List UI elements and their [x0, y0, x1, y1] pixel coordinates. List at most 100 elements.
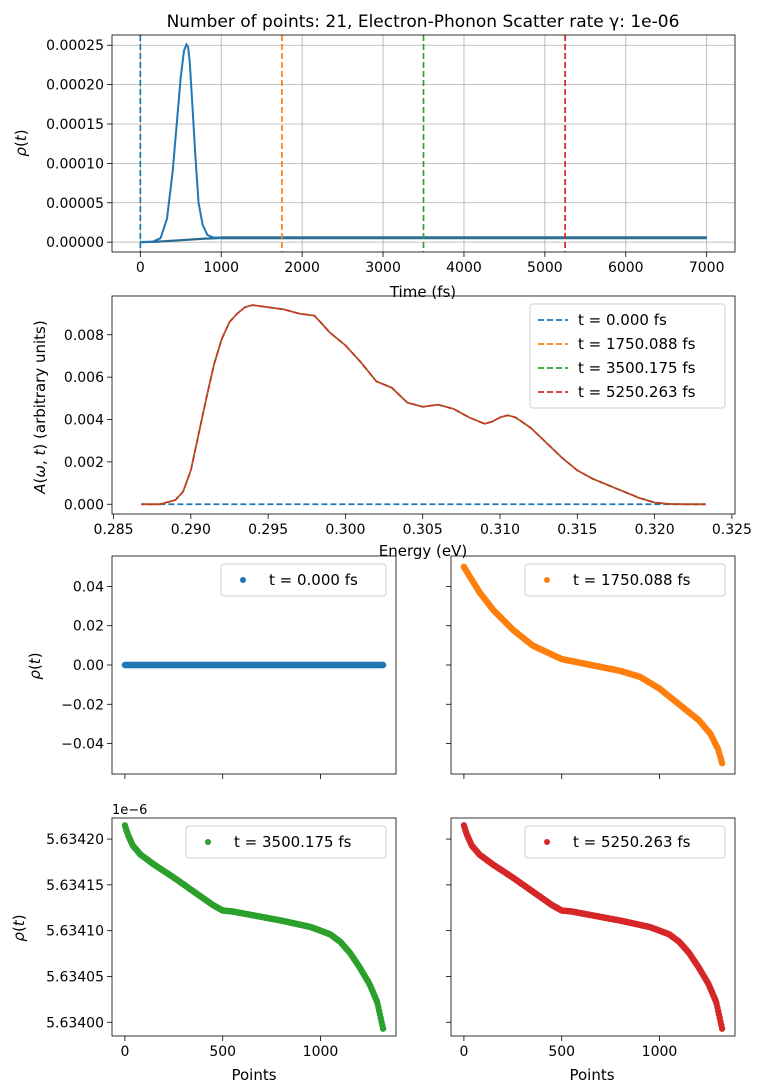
x-tick-label: 0.320 — [635, 522, 675, 538]
y-tick-label: −0.02 — [61, 697, 104, 713]
legend-box — [185, 825, 387, 859]
legend: t = 1750.088 fs — [524, 563, 726, 597]
legend-marker — [544, 839, 550, 845]
axes-3: t = 1750.088 fs — [446, 555, 736, 779]
legend-box — [220, 563, 387, 597]
legend-box — [524, 563, 726, 597]
y-tick-label: 5.63400 — [46, 1015, 104, 1031]
y-tick-label: 5.63410 — [46, 924, 104, 940]
top-ylabel: ρ(t) — [12, 129, 30, 156]
grid3-ylabel: ρ(t) — [10, 914, 28, 941]
y-tick-label: 0.00 — [73, 658, 104, 674]
x-tick-label: 1000 — [303, 1044, 339, 1060]
legend-marker — [544, 577, 550, 583]
legend-label: t = 1750.088 fs — [573, 571, 691, 589]
axes-2: −0.04 −0.02 0.00 0.02 0.04 t = 0.000 fs — [61, 555, 397, 779]
x-tick-label: 0 — [459, 1044, 468, 1060]
legend-label: t = 5250.263 fs — [573, 833, 691, 851]
y-tick-label: 0.008 — [64, 328, 104, 344]
legend-box — [524, 825, 726, 859]
x-tick-label: 0 — [120, 1044, 129, 1060]
x-tick-label: 1000 — [642, 1044, 678, 1060]
data-point — [718, 1025, 726, 1032]
axes-frame — [450, 555, 736, 775]
points — [460, 563, 726, 767]
data-point — [379, 661, 387, 669]
x-tick-label: 0.305 — [403, 522, 443, 538]
y-tick-label: 0.00000 — [46, 235, 104, 251]
legend-label: t = 3500.175 fs — [234, 833, 352, 851]
axes-0: 0 1000 2000 3000 4000 5000 6000 7000 0.00000 0.00… — [46, 34, 736, 276]
data-point — [718, 760, 726, 767]
legend-label: t = 3500.175 fs — [578, 359, 696, 377]
series-line — [140, 42, 707, 244]
legend-marker — [240, 577, 246, 583]
x-tick-label: 6000 — [608, 260, 644, 276]
axes-frame — [450, 817, 736, 1037]
x-tick-label: 2000 — [284, 260, 320, 276]
legend-box — [529, 303, 726, 409]
y-tick-label: 0.000 — [64, 497, 104, 513]
x-tick-label: 0 — [136, 260, 145, 276]
y-tick-label: 0.04 — [73, 579, 104, 595]
y-tick-label: 0.00025 — [46, 38, 104, 54]
y-tick-label: 5.63415 — [46, 878, 104, 894]
y-tick-label: 0.00020 — [46, 78, 104, 94]
y-tick-label: 0.00005 — [46, 196, 104, 212]
y-tick-label: 0.02 — [73, 619, 104, 635]
points — [121, 661, 387, 669]
axes-frame — [111, 295, 736, 515]
legend: t = 5250.263 fs — [524, 825, 726, 859]
x-tick-label: 500 — [548, 1044, 575, 1060]
y-tick-label: 0.00015 — [46, 117, 104, 133]
x-tick-label: 1000 — [203, 260, 239, 276]
x-tick-label: 0.295 — [248, 522, 288, 538]
axes-5: 0 500 1000 t = 5250.263 fs — [446, 817, 736, 1060]
y-tick-label: 5.63405 — [46, 969, 104, 985]
legend: t = 0.000 fs t = 1750.088 fs t = 3500.175 … — [529, 303, 726, 409]
y-tick-label: −0.04 — [61, 737, 104, 753]
axes-frame — [111, 817, 397, 1037]
y-tick-label: 0.006 — [64, 370, 104, 386]
x-tick-label: 3000 — [365, 260, 401, 276]
legend-label: t = 0.000 fs — [578, 311, 667, 329]
axes-1: 0.285 0.290 0.295 0.300 0.305 0.310 0.315 0.320… — [64, 295, 752, 538]
grid4-xlabel: Points — [569, 1066, 614, 1084]
axes-frame — [111, 555, 397, 775]
x-tick-label: 500 — [209, 1044, 236, 1060]
legend: t = 0.000 fs — [220, 563, 387, 597]
grid3-xlabel: Points — [231, 1066, 276, 1084]
x-tick-label: 0.285 — [93, 522, 133, 538]
axes-frame — [111, 34, 736, 253]
legend: t = 3500.175 fs — [185, 825, 387, 859]
x-tick-label: 0.310 — [480, 522, 520, 538]
points — [121, 822, 387, 1032]
x-tick-label: 0.325 — [712, 522, 752, 538]
chart-title: Number of points: 21, Electron-Phonon Sc… — [167, 12, 680, 32]
x-tick-label: 7000 — [689, 260, 725, 276]
grid1-ylabel: ρ(t) — [26, 652, 44, 679]
y-tick-label: 0.002 — [64, 455, 104, 471]
legend-marker — [205, 839, 211, 845]
x-tick-label: 4000 — [446, 260, 482, 276]
axes-4: 0 500 1000 5.63400 5.63405 5.63410 5.63415 5.63… — [46, 817, 397, 1060]
y-tick-label: 0.00010 — [46, 156, 104, 172]
grid3-offset-text: 1e−6 — [112, 803, 147, 818]
spectrum-xlabel: Energy (eV) — [379, 542, 467, 560]
plots: 0 1000 2000 3000 4000 5000 6000 70000.000000.00… — [46, 34, 752, 1060]
legend-label: t = 1750.088 fs — [578, 335, 696, 353]
spectrum-ylabel: A(ω, t) (arbitrary units) — [31, 320, 49, 494]
y-tick-label: 0.004 — [64, 413, 104, 429]
x-tick-label: 5000 — [527, 260, 563, 276]
top-xlabel: Time (fs) — [389, 283, 456, 301]
points — [460, 822, 726, 1032]
y-tick-label: 5.63420 — [46, 832, 104, 848]
x-tick-label: 0.300 — [325, 522, 365, 538]
legend-label: t = 0.000 fs — [269, 571, 358, 589]
series-line — [141, 304, 706, 506]
x-tick-label: 0.315 — [557, 522, 597, 538]
data-point — [379, 1025, 387, 1032]
x-tick-label: 0.290 — [171, 522, 211, 538]
legend-label: t = 5250.263 fs — [578, 383, 696, 401]
